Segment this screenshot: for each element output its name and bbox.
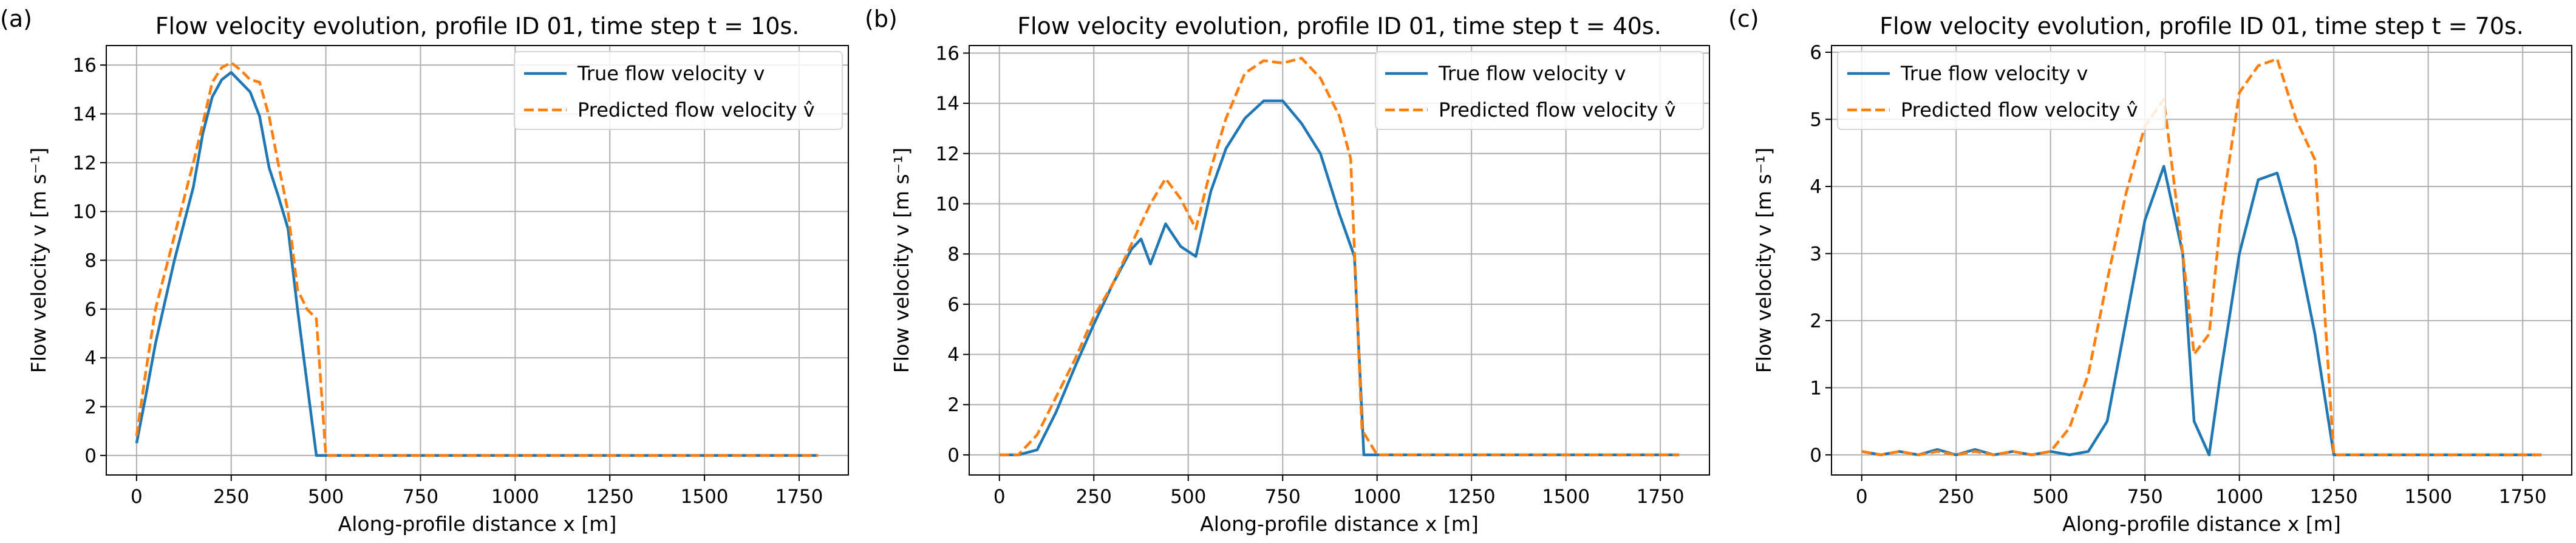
predicted-velocity-line (1861, 57, 2542, 457)
legend-box (1375, 51, 1704, 130)
y-tick-label: 4 (947, 344, 959, 366)
y-tick-label: 0 (1810, 445, 1822, 466)
legend: True flow velocity v Predicted flow veloc… (1375, 51, 1704, 130)
panel-label: (b) (865, 5, 898, 32)
chart-title: Flow velocity evolution, profile ID 01, … (1017, 13, 1661, 39)
y-axis-label: Flow velocity v [m s⁻¹] (890, 148, 913, 374)
x-tick-label: 1500 (681, 486, 729, 508)
chart-title: Flow velocity evolution, profile ID 01, … (155, 13, 800, 39)
predicted-velocity-line (135, 61, 819, 457)
y-tick-label: 3 (1810, 243, 1822, 265)
legend: True flow velocity v Predicted flow veloc… (514, 51, 843, 130)
y-tick-label: 2 (1810, 310, 1822, 332)
legend-box (514, 51, 843, 130)
y-tick-label: 10 (73, 201, 97, 223)
x-tick-label: 1000 (1353, 486, 1401, 508)
legend-entry: Predicted flow velocity v̂ (1439, 98, 1676, 121)
x-tick-label: 1750 (1637, 486, 1685, 508)
x-tick-label: 250 (1938, 486, 1974, 508)
y-tick-label: 12 (73, 152, 97, 174)
y-tick-label: 14 (936, 93, 959, 115)
y-tick-label: 1 (1810, 377, 1822, 399)
x-axis-label: Along-profile distance x [m] (1200, 512, 1479, 536)
x-tick-label: 1250 (2310, 486, 2358, 508)
y-tick-label: 6 (84, 299, 97, 321)
x-tick-label: 1500 (2404, 486, 2452, 508)
y-tick-label: 0 (947, 445, 959, 466)
chart-panel-2: (b) Flow velocity evolution, profile ID 0… (865, 5, 1710, 536)
y-tick-label: 8 (947, 244, 959, 265)
chart-panel-3: (c) Flow velocity evolution, profile ID 0… (1728, 5, 2572, 536)
x-tick-label: 0 (131, 486, 143, 508)
x-tick-label: 500 (1170, 486, 1206, 508)
y-tick-label: 16 (73, 55, 97, 77)
panel-label: (c) (1728, 5, 1759, 32)
legend-entry: Predicted flow velocity v̂ (578, 98, 815, 121)
x-tick-label: 1500 (1542, 486, 1590, 508)
x-tick-label: 500 (308, 486, 344, 508)
x-tick-label: 1000 (2215, 486, 2263, 508)
y-tick-label: 12 (936, 143, 959, 165)
y-tick-label: 10 (936, 193, 959, 215)
legend-box (1837, 51, 2166, 130)
axes-frame (1831, 45, 2572, 476)
y-tick-label: 2 (84, 397, 97, 418)
true-velocity-line (135, 70, 819, 457)
predicted-velocity-line (999, 56, 1680, 457)
x-tick-label: 500 (2033, 486, 2068, 508)
axes-frame (969, 45, 1710, 476)
x-tick-label: 1250 (586, 486, 634, 508)
y-tick-label: 5 (1810, 109, 1822, 131)
x-tick-label: 0 (993, 486, 1006, 508)
y-tick-label: 6 (947, 294, 959, 316)
chart-title: Flow velocity evolution, profile ID 01, … (1879, 13, 2524, 39)
legend-entry: True flow velocity v (577, 62, 765, 85)
y-tick-label: 6 (1810, 42, 1822, 64)
x-tick-label: 1750 (775, 486, 823, 508)
y-tick-label: 0 (84, 445, 97, 467)
x-tick-label: 250 (1076, 486, 1112, 508)
y-tick-label: 14 (73, 103, 97, 125)
axes-frame (106, 45, 849, 476)
x-tick-label: 1000 (491, 486, 539, 508)
x-tick-label: 250 (213, 486, 249, 508)
y-tick-label: 16 (936, 43, 959, 64)
panel-label: (a) (0, 5, 32, 32)
x-tick-label: 750 (2127, 486, 2163, 508)
x-tick-label: 750 (1265, 486, 1301, 508)
legend-entry: Predicted flow velocity v̂ (1901, 98, 2138, 121)
chart-panel-1: (a) Flow velocity evolution, profile ID 0… (0, 5, 849, 536)
y-tick-label: 8 (84, 250, 97, 272)
y-axis-label: Flow velocity v [m s⁻¹] (27, 148, 50, 374)
true-velocity-line (999, 99, 1680, 457)
y-tick-label: 2 (947, 394, 959, 416)
x-axis-label: Along-profile distance x [m] (2062, 512, 2341, 536)
x-tick-label: 1250 (1448, 486, 1496, 508)
x-axis-label: Along-profile distance x [m] (338, 512, 617, 536)
y-tick-label: 4 (1810, 176, 1822, 198)
x-tick-label: 1750 (2499, 486, 2547, 508)
y-tick-label: 4 (84, 347, 97, 369)
legend-entry: True flow velocity v (1438, 62, 1626, 85)
y-axis-label: Flow velocity v [m s⁻¹] (1752, 148, 1776, 374)
legend: True flow velocity v Predicted flow veloc… (1837, 51, 2166, 130)
legend-entry: True flow velocity v (1900, 62, 2088, 85)
x-tick-label: 750 (403, 486, 438, 508)
x-tick-label: 0 (1856, 486, 1868, 508)
true-velocity-line (1861, 165, 2542, 457)
